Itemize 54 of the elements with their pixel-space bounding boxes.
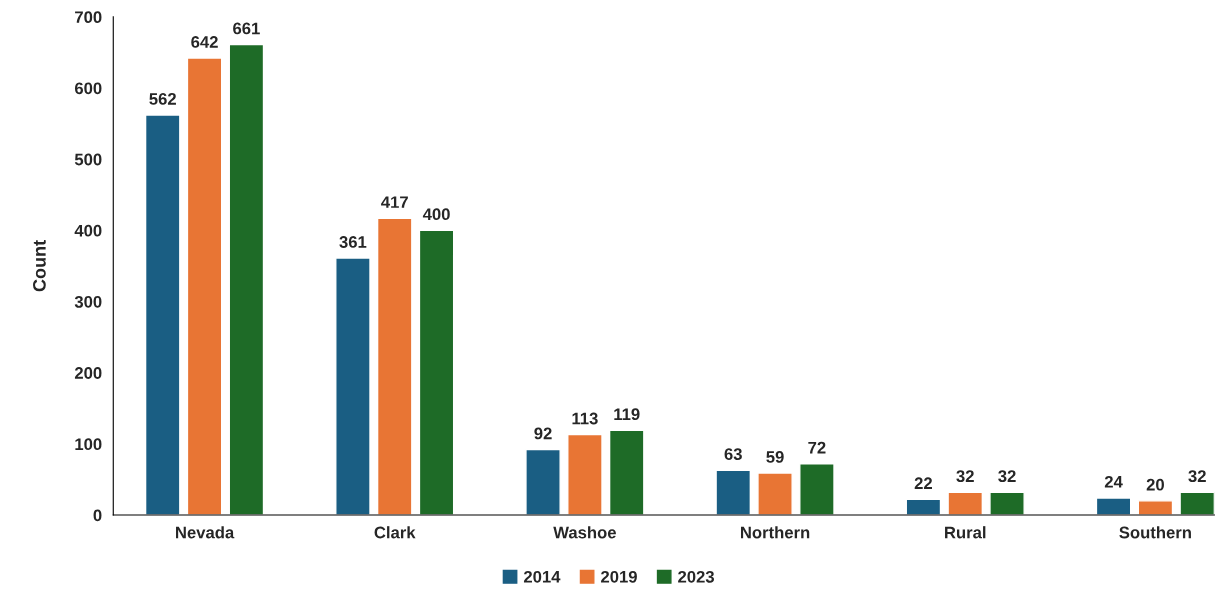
y-tick-label: 200 [74, 367, 102, 379]
y-tick-label: 500 [74, 153, 102, 166]
x-tick-label: Southern [1119, 526, 1191, 539]
bar [608, 429, 645, 516]
bar [335, 257, 371, 516]
x-tick-label: Northern [740, 526, 810, 539]
data-label: 562 [149, 93, 176, 105]
data-label: 417 [381, 196, 408, 208]
x-tick-label: Clark [374, 526, 416, 539]
data-label: 32 [956, 470, 974, 483]
data-label: 24 [1104, 475, 1123, 488]
bar [989, 491, 1025, 516]
y-tick-label: 700 [75, 11, 102, 24]
data-label: 661 [233, 22, 260, 35]
y-tick-label: 300 [74, 295, 102, 308]
data-label: 361 [339, 236, 367, 248]
data-label: 113 [572, 412, 598, 425]
y-tick-label: 100 [75, 438, 102, 451]
x-tick-label: Washoe [553, 526, 616, 539]
x-tick-label: Rural [945, 526, 986, 539]
data-label: 59 [766, 451, 784, 463]
data-label: 20 [1146, 478, 1164, 491]
bar [905, 498, 942, 516]
data-label: 32 [998, 470, 1016, 483]
y-tick-label: 0 [93, 509, 102, 522]
bar [418, 229, 455, 516]
data-label: 400 [422, 208, 450, 221]
data-label: 72 [808, 441, 826, 454]
data-label: 92 [534, 427, 552, 440]
bar [144, 114, 181, 516]
bar [567, 433, 603, 516]
bar [1179, 491, 1215, 516]
legend-label: 2014 [523, 570, 561, 583]
bar [947, 491, 984, 516]
x-tick-label: Nevada [176, 526, 235, 539]
legend-label: 2019 [601, 570, 637, 583]
y-axis-title: Count [33, 240, 46, 292]
data-label: 63 [724, 448, 742, 460]
bar [799, 463, 835, 516]
y-tick-label: 400 [74, 224, 102, 237]
bar [376, 217, 413, 516]
bar [1137, 500, 1174, 516]
bar [186, 57, 223, 516]
bar [757, 472, 793, 516]
data-label: 642 [191, 36, 218, 48]
bar [525, 448, 561, 516]
bar [1095, 497, 1132, 516]
y-tick-label: 600 [74, 82, 102, 95]
data-label: 32 [1188, 470, 1206, 483]
data-label: 119 [614, 408, 640, 421]
data-label: 22 [914, 477, 932, 489]
legend-label: 2023 [678, 570, 715, 583]
bar [715, 469, 752, 516]
bar [228, 43, 265, 516]
